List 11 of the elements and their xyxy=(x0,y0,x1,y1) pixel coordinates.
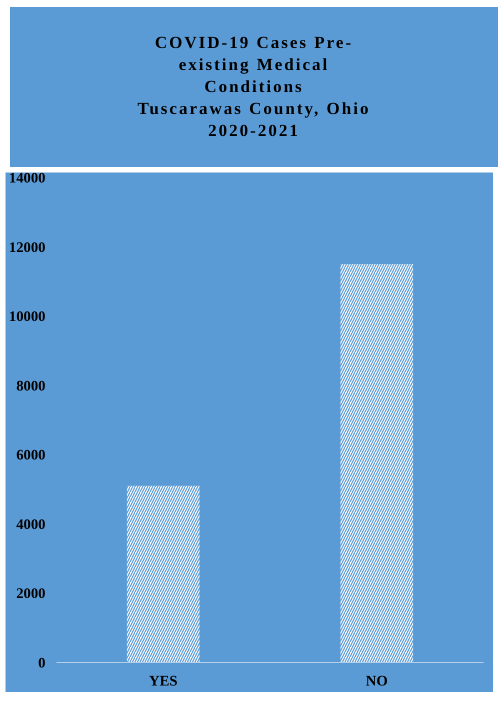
y-tick-label: 12000 xyxy=(8,240,46,256)
y-tick-label: 8000 xyxy=(16,378,46,394)
y-tick-label: 6000 xyxy=(16,448,46,464)
y-tick-label: 2000 xyxy=(16,586,46,602)
x-tick-label: YES xyxy=(148,674,178,690)
y-tick-label: 14000 xyxy=(8,170,46,186)
chart-title: COVID-19 Cases Pre- existing Medical Conditions Tuscarawas County, Ohio 2020-2021 xyxy=(138,32,370,142)
y-tick-label: 10000 xyxy=(8,309,46,326)
y-tick-label: 0 xyxy=(38,656,46,672)
x-tick-label: NO xyxy=(366,674,388,690)
y-tick-label: 4000 xyxy=(16,516,46,533)
